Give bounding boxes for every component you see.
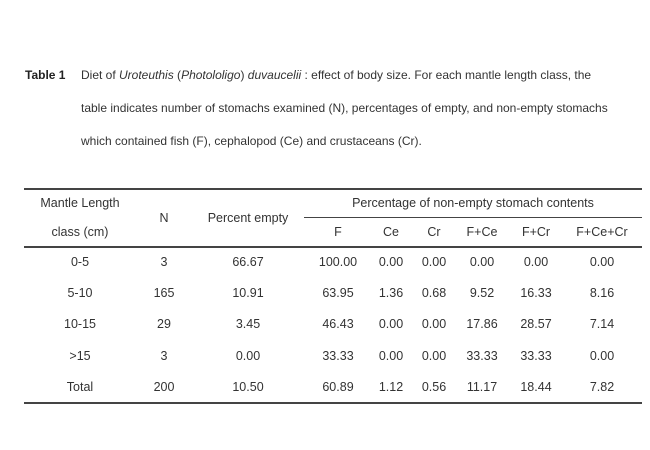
table-caption: Diet of Uroteuthis (Photololigo) duvauce…	[81, 59, 650, 158]
table-cell: 11.17	[466, 379, 498, 394]
table-cell: 1.36	[378, 286, 404, 301]
header-sub-1: Ce	[383, 225, 399, 239]
table-cell: 3	[160, 255, 168, 269]
header-rule	[24, 246, 642, 248]
header-sub-0: F	[334, 225, 342, 239]
header-class-2: class (cm)	[51, 225, 109, 239]
table-cell: 165	[153, 286, 175, 301]
table-cell: 3	[160, 348, 168, 363]
table-cell: 66.67	[232, 255, 264, 269]
caption-line-3: which contained fish (F), cephalopod (Ce…	[81, 134, 422, 148]
table-cell: 0.68	[421, 286, 447, 301]
table-cell: 17.86	[466, 317, 498, 332]
caption-text: (	[173, 68, 182, 82]
table-cell: 0.00	[235, 348, 261, 363]
table-cell: 33.33	[322, 348, 354, 363]
table-cell: Total	[66, 379, 94, 394]
table-cell: 8.16	[589, 286, 615, 301]
table-cell: 0.00	[589, 255, 615, 269]
table-cell: 46.43	[322, 317, 354, 332]
table-cell: 0.56	[421, 379, 447, 394]
genus: Uroteuthis	[119, 68, 174, 82]
table-cell: 0.00	[378, 317, 404, 332]
caption-text: : effect of body size. For each mantle l…	[301, 68, 592, 82]
table-cell: 10-15	[64, 317, 96, 332]
table-cell: 33.33	[466, 348, 498, 363]
header-sub-5: F+Ce+Cr	[576, 225, 628, 239]
table-cell: 0.00	[469, 255, 495, 269]
table-cell: 33.33	[520, 348, 552, 363]
header-sub-3: F+Ce	[466, 225, 498, 239]
header-sub-4: F+Cr	[521, 225, 551, 239]
table-cell: 29	[157, 317, 171, 332]
table-cell: 1.12	[378, 379, 404, 394]
header-n: N	[159, 211, 169, 225]
table-cell: 0.00	[421, 255, 447, 269]
caption-line-1: Diet of Uroteuthis (Photololigo) duvauce…	[81, 59, 650, 92]
table-cell: 200	[153, 379, 175, 394]
table-cell: 100.00	[318, 255, 358, 269]
table-cell: 0-5	[70, 255, 90, 269]
table-cell: 16.33	[520, 286, 552, 301]
table-cell: 60.89	[322, 379, 354, 394]
species: duvaucelii	[247, 68, 302, 82]
table-cell: >15	[69, 348, 91, 363]
caption-text: )	[240, 68, 248, 82]
table-cell: 63.95	[322, 286, 354, 301]
header-group: Percentage of non-empty stomach contents	[352, 196, 594, 210]
table-bottom-rule	[24, 402, 642, 404]
table-cell: 18.44	[520, 379, 552, 394]
table-label: Table 1	[25, 68, 66, 82]
group-rule	[304, 217, 642, 218]
table-cell: 7.82	[589, 379, 615, 394]
table-top-rule	[24, 188, 642, 190]
table-cell: 10.50	[232, 379, 264, 394]
table-cell: 3.45	[235, 317, 261, 332]
table-cell: 0.00	[378, 255, 404, 269]
table-cell: 0.00	[378, 348, 404, 363]
table-cell: 0.00	[523, 255, 549, 269]
table-cell: 0.00	[421, 348, 447, 363]
table-cell: 7.14	[589, 317, 615, 332]
header-sub-2: Cr	[427, 225, 441, 239]
caption-text: Diet of	[81, 68, 120, 82]
header-class-1: Mantle Length	[40, 196, 120, 210]
table-cell: 0.00	[421, 317, 447, 332]
table-cell: 0.00	[589, 348, 615, 363]
caption-line-2: table indicates number of stomachs exami…	[81, 101, 608, 115]
table-cell: 5-10	[67, 286, 93, 301]
table-cell: 9.52	[469, 286, 495, 301]
table-cell: 10.91	[232, 286, 264, 301]
table-cell: 28.57	[520, 317, 552, 332]
subgenus: Photololigo	[181, 68, 241, 82]
header-percent-empty: Percent empty	[207, 211, 289, 225]
